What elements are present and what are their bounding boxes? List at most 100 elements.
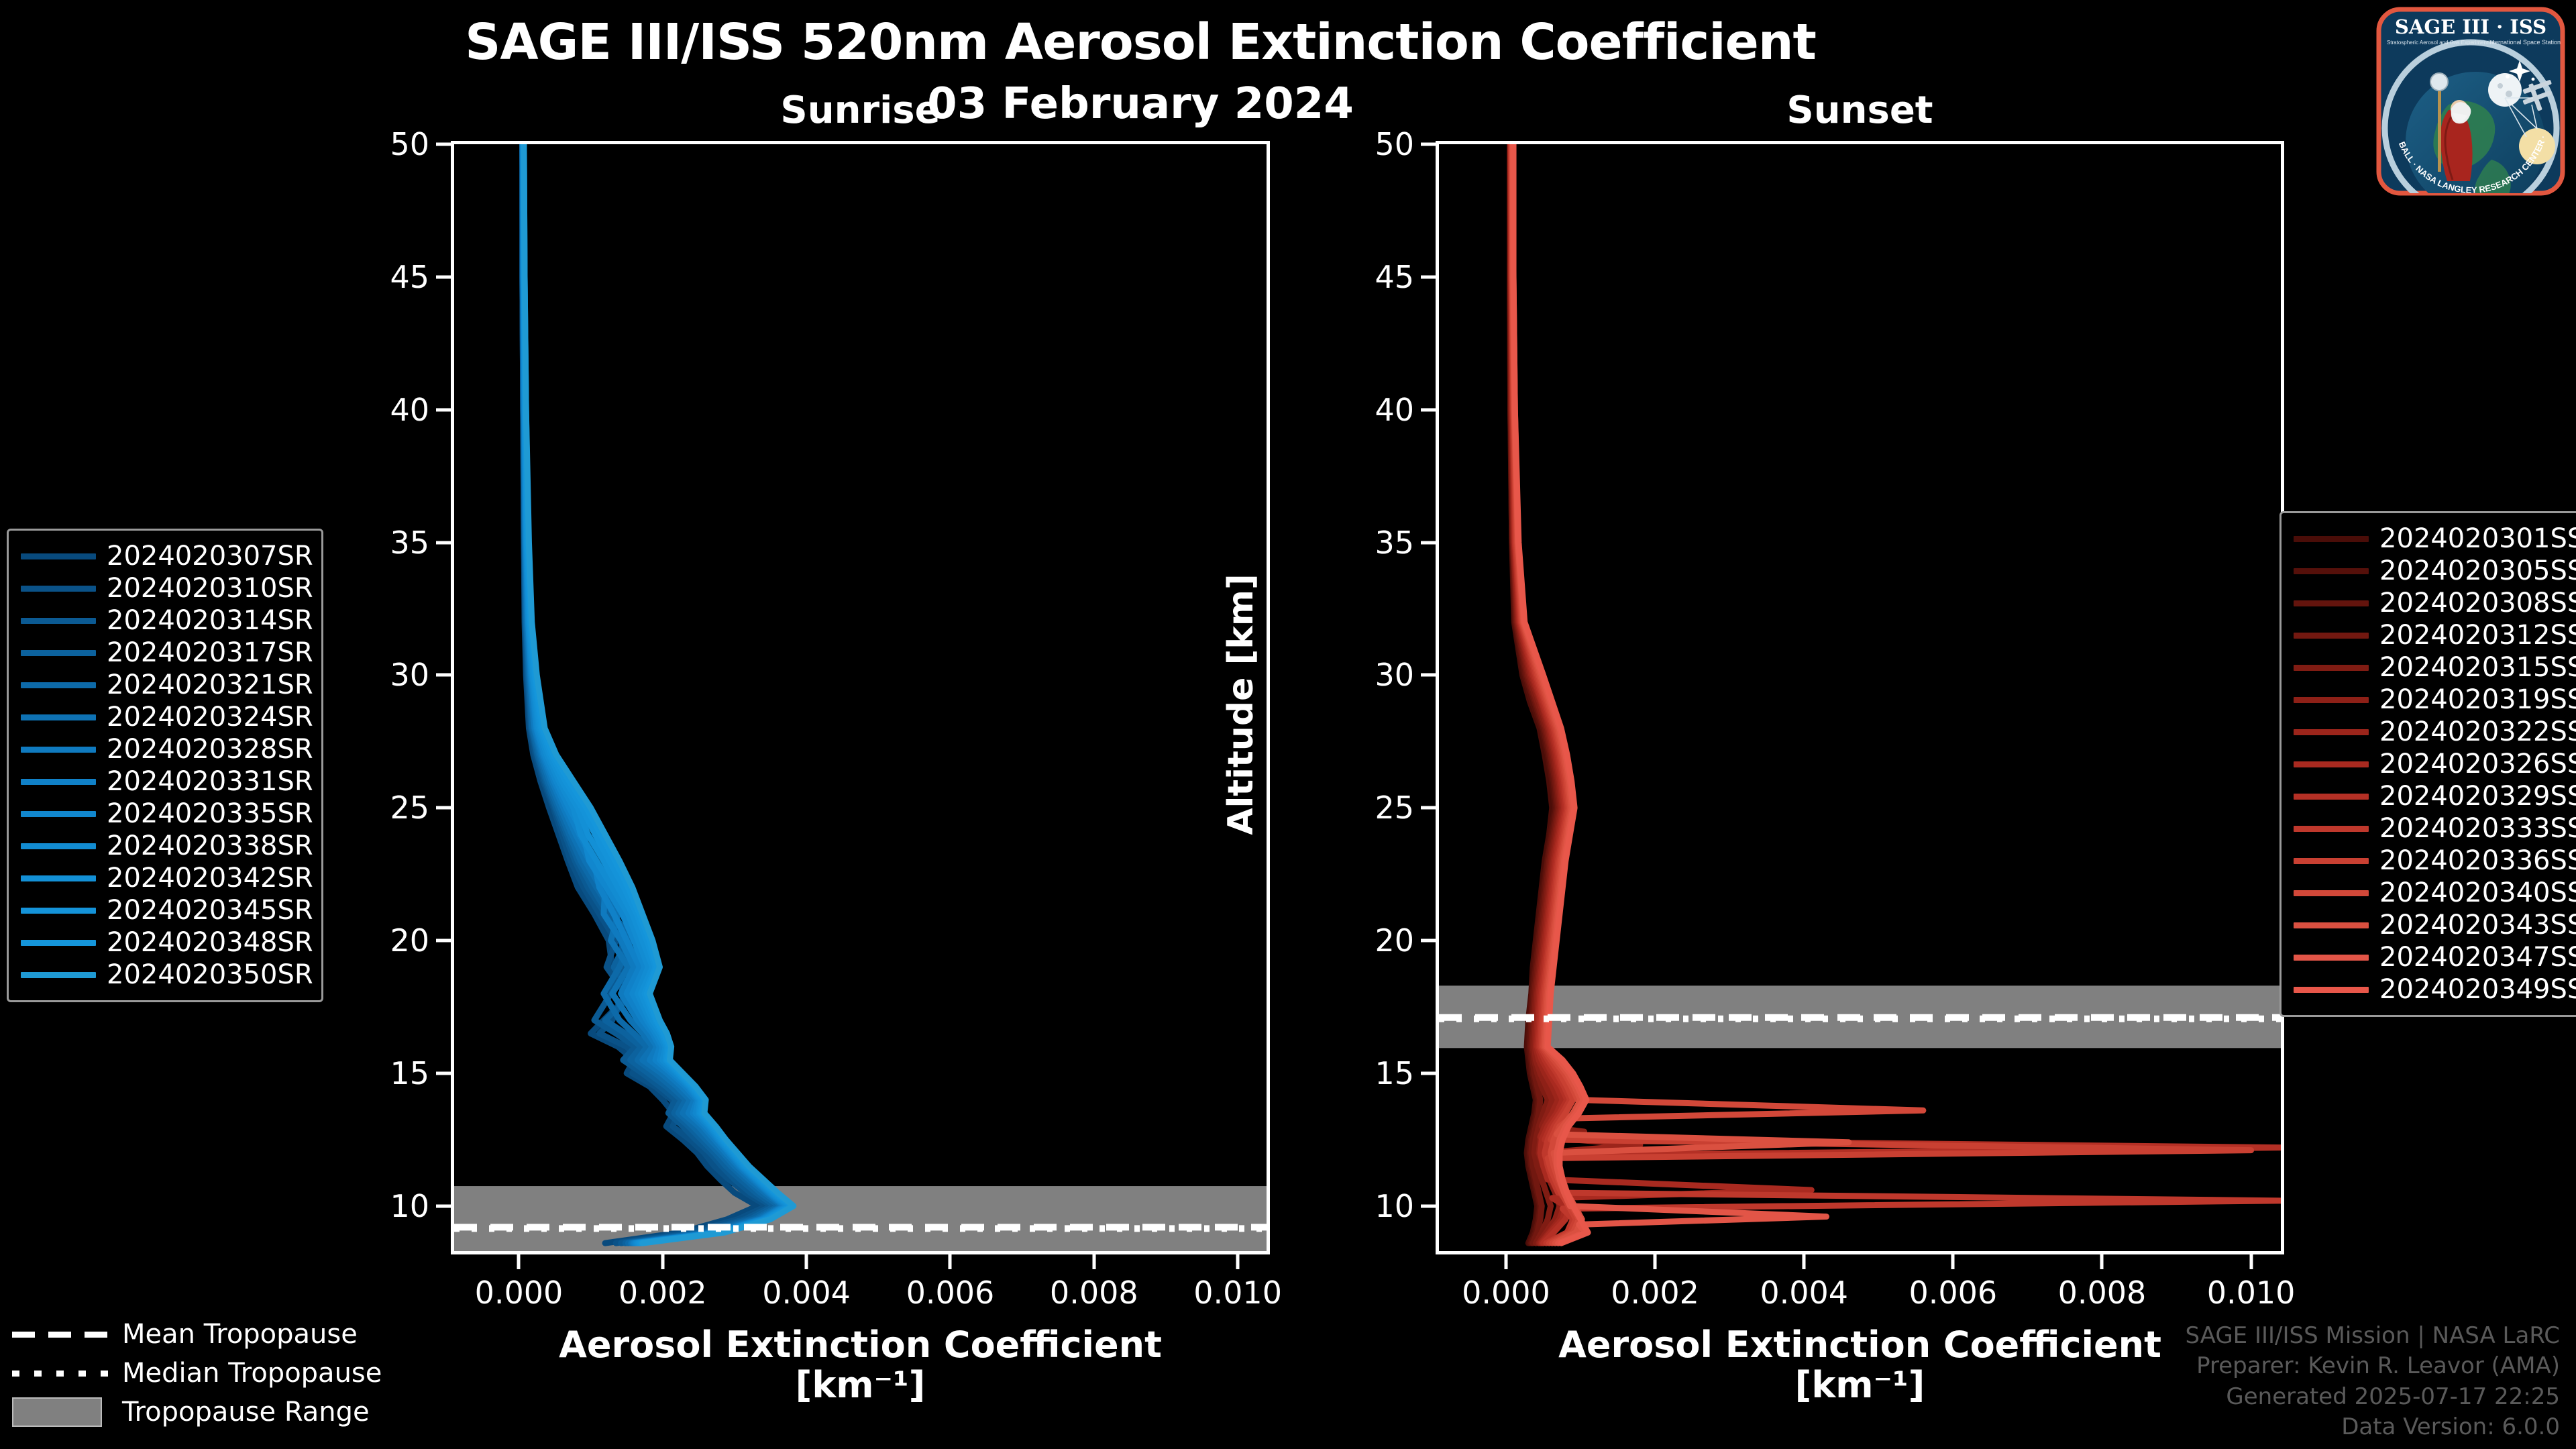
y-tick-mark: [436, 1071, 451, 1075]
sunrise-series-legend[interactable]: 2024020307SR 2024020310SR 2024020314SR 2024…: [7, 529, 323, 1002]
legend-item[interactable]: 2024020310SR: [21, 572, 313, 604]
y-tick-mark: [436, 938, 451, 943]
legend-label: 2024020322SS: [2379, 716, 2576, 747]
legend-item[interactable]: 2024020301SS: [2294, 523, 2576, 555]
y-tick-label: 35: [1375, 524, 1414, 561]
x-tick-label: 0.008: [2057, 1275, 2147, 1311]
legend-label: 2024020348SR: [107, 927, 313, 958]
legend-label: 2024020324SR: [107, 702, 313, 733]
legend-item[interactable]: 2024020342SR: [21, 862, 313, 894]
legend-color-swatch: [2294, 632, 2369, 639]
legend-item[interactable]: 2024020326SS: [2294, 748, 2576, 780]
y-tick-label: 20: [1375, 922, 1414, 959]
legend-color-swatch: [21, 682, 96, 688]
legend-color-swatch: [21, 617, 96, 624]
legend-label: 2024020331SR: [107, 766, 313, 797]
sage-iii-iss-logo: SAGE III · ISS Stratospheric Aerosol and…: [2370, 0, 2568, 199]
legend-item[interactable]: 2024020324SR: [21, 701, 313, 733]
legend-label: 2024020333SS: [2379, 813, 2576, 844]
legend-color-swatch: [2294, 535, 2369, 542]
logo-subtitle-right: International Space Station: [2488, 39, 2561, 46]
legend-item[interactable]: 2024020319SS: [2294, 684, 2576, 716]
y-tick-label: 15: [390, 1055, 429, 1091]
legend-color-swatch: [21, 585, 96, 592]
legend-label: 2024020301SS: [2379, 523, 2576, 554]
legend-label: 2024020345SR: [107, 895, 313, 926]
legend-label: 2024020349SS: [2379, 974, 2576, 1005]
legend-label: 2024020342SR: [107, 863, 313, 894]
x-tick-mark: [1802, 1254, 1806, 1269]
legend-item[interactable]: 2024020307SR: [21, 540, 313, 572]
legend-color-swatch: [2294, 986, 2369, 993]
y-tick-label: 25: [390, 790, 429, 826]
y-tick-label: 35: [390, 524, 429, 561]
sunrise-panel-title: Sunrise: [780, 89, 941, 132]
sunset-series-legend[interactable]: 2024020301SS 2024020305SS 2024020308SS 2024…: [2279, 511, 2576, 1017]
sunrise-plot-area: [451, 141, 1270, 1254]
y-tick-mark: [436, 541, 451, 545]
legend-item[interactable]: 2024020347SS: [2294, 941, 2576, 973]
legend-color-swatch: [21, 553, 96, 559]
legend-item[interactable]: 2024020350SR: [21, 959, 313, 991]
legend-item[interactable]: 2024020336SS: [2294, 845, 2576, 877]
dotted-line-key: [12, 1370, 113, 1377]
legend-item[interactable]: 2024020312SS: [2294, 619, 2576, 651]
legend-item[interactable]: 2024020321SR: [21, 669, 313, 701]
y-tick-label: 30: [1375, 657, 1414, 694]
x-tick-label: 0.010: [1193, 1275, 1282, 1311]
legend-color-swatch: [2294, 729, 2369, 735]
legend-item[interactable]: 2024020343SS: [2294, 909, 2576, 941]
legend-item[interactable]: 2024020333SS: [2294, 812, 2576, 845]
legend-item[interactable]: 2024020314SR: [21, 604, 313, 637]
tropopause-legend-label: Mean Tropopause: [122, 1319, 358, 1350]
legend-item[interactable]: 2024020322SS: [2294, 716, 2576, 748]
sunrise-profile-curves: [454, 144, 1267, 1251]
legend-item[interactable]: 2024020340SS: [2294, 877, 2576, 909]
y-tick-label: 50: [1375, 126, 1414, 162]
legend-item[interactable]: 2024020317SR: [21, 637, 313, 669]
x-tick-label: 0.000: [1462, 1275, 1550, 1311]
legend-item[interactable]: 2024020329SS: [2294, 780, 2576, 812]
x-tick-mark: [948, 1254, 952, 1269]
y-tick-label: 25: [1375, 790, 1414, 826]
x-tick-mark: [2249, 1254, 2253, 1269]
y-tick-mark: [1421, 1204, 1436, 1208]
tropopause-range-band: [454, 1186, 1267, 1251]
sunset-y-axis-title: Altitude [km]: [1221, 574, 1261, 835]
x-tick-label: 0.010: [2206, 1275, 2296, 1311]
sunset-panel-title: Sunset: [1786, 89, 1933, 132]
legend-color-swatch: [2294, 600, 2369, 606]
y-tick-mark: [1421, 541, 1436, 545]
legend-color-swatch: [2294, 954, 2369, 961]
legend-color-swatch: [21, 907, 96, 914]
legend-item[interactable]: 2024020331SR: [21, 765, 313, 798]
legend-item[interactable]: 2024020345SR: [21, 894, 313, 926]
legend-color-swatch: [2294, 761, 2369, 767]
legend-label: 2024020343SS: [2379, 910, 2576, 941]
x-tick-mark: [661, 1254, 665, 1269]
profile-line: [1508, 144, 2281, 1246]
legend-item[interactable]: 2024020335SR: [21, 798, 313, 830]
x-tick-label: 0.002: [618, 1275, 707, 1311]
legend-color-swatch: [2294, 857, 2369, 864]
legend-item[interactable]: 2024020315SS: [2294, 651, 2576, 684]
x-tick-label: 0.006: [1909, 1275, 1998, 1311]
y-tick-label: 30: [390, 657, 429, 694]
legend-label: 2024020328SR: [107, 734, 313, 765]
legend-item[interactable]: 2024020349SS: [2294, 973, 2576, 1006]
legend-color-swatch: [21, 746, 96, 753]
credit-line: Preparer: Kevin R. Leavor (AMA): [2196, 1352, 2560, 1380]
legend-item[interactable]: 2024020328SR: [21, 733, 313, 765]
tropopause-legend-item: Median Tropopause: [12, 1354, 382, 1393]
legend-item[interactable]: 2024020338SR: [21, 830, 313, 862]
legend-label: 2024020314SR: [107, 605, 313, 636]
legend-item[interactable]: 2024020308SS: [2294, 587, 2576, 619]
x-tick-mark: [517, 1254, 521, 1269]
x-tick-label: 0.006: [906, 1275, 995, 1311]
y-tick-mark: [436, 673, 451, 677]
legend-item[interactable]: 2024020348SR: [21, 926, 313, 959]
legend-color-swatch: [21, 875, 96, 881]
legend-item[interactable]: 2024020305SS: [2294, 555, 2576, 587]
profile-line: [1510, 144, 1591, 1246]
legend-label: 2024020321SR: [107, 669, 313, 700]
